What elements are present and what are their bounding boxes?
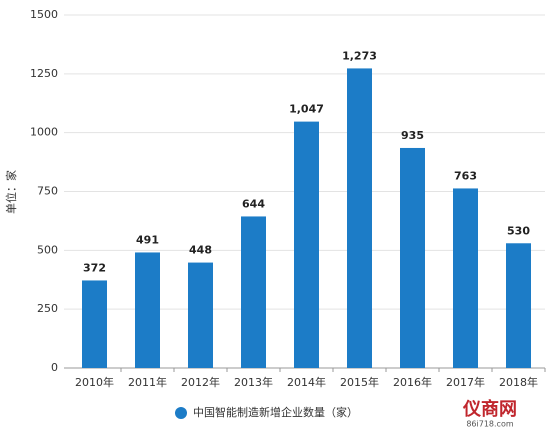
- watermark-url: 86i718.com: [466, 420, 514, 428]
- bar: [82, 280, 107, 368]
- bar: [400, 147, 425, 368]
- bar: [241, 216, 266, 368]
- bar: [188, 262, 213, 368]
- value-label: 372: [83, 261, 106, 274]
- y-tick-label: 1000: [30, 126, 58, 139]
- value-label: 448: [189, 244, 212, 257]
- y-tick-label: 500: [37, 243, 58, 256]
- x-tick-label: 2018年: [499, 375, 538, 389]
- watermark-name: 仪商网: [462, 398, 517, 420]
- y-tick-label: 250: [37, 302, 58, 315]
- value-label: 763: [454, 169, 477, 182]
- x-tick-label: 2013年: [234, 375, 273, 389]
- bar: [135, 252, 160, 368]
- legend-marker: [175, 407, 187, 419]
- x-tick-label: 2010年: [75, 375, 114, 389]
- x-tick-label: 2012年: [181, 375, 220, 389]
- x-tick-label: 2015年: [340, 375, 379, 389]
- y-tick-label: 1250: [30, 67, 58, 80]
- bar: [347, 68, 372, 369]
- bar: [453, 188, 478, 368]
- x-tick-label: 2011年: [128, 375, 167, 389]
- y-tick-label: 0: [51, 361, 58, 374]
- x-tick-label: 2014年: [287, 375, 326, 389]
- value-label: 935: [401, 129, 424, 142]
- bar: [506, 243, 531, 368]
- y-axis-label: 单位：家: [4, 170, 18, 214]
- bar: [294, 121, 319, 368]
- y-tick-label: 750: [37, 185, 58, 198]
- value-label: 1,273: [342, 49, 377, 62]
- x-tick-label: 2016年: [393, 375, 432, 389]
- value-label: 491: [136, 233, 159, 246]
- legend-label: 中国智能制造新增企业数量（家）: [193, 405, 358, 419]
- y-tick-label: 1500: [30, 8, 58, 21]
- value-label: 530: [507, 224, 530, 237]
- value-label: 1,047: [289, 103, 324, 116]
- value-label: 644: [242, 197, 265, 210]
- x-tick-label: 2017年: [446, 375, 485, 389]
